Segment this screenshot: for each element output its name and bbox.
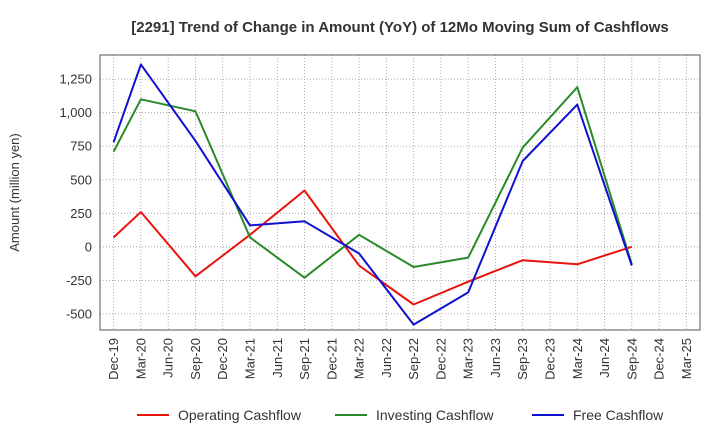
y-axis-label: Amount (million yen) [7, 133, 22, 252]
y-tick-label: 0 [85, 239, 92, 254]
x-tick-label: Jun-23 [488, 338, 503, 378]
x-tick-label: Dec-24 [652, 338, 667, 380]
series-line-operating-cashflow [112, 189, 633, 306]
x-tick-label: Mar-22 [352, 338, 367, 379]
x-tick-label: Jun-22 [379, 338, 394, 378]
grid [100, 55, 700, 330]
chart-title: [2291] Trend of Change in Amount (YoY) o… [131, 19, 669, 36]
x-axis-ticks: Dec-19 Mar-20 Jun-20 Sep-20 Dec-20 Mar-21 Jun-… [106, 338, 694, 380]
series-line-free-cashflow [112, 63, 633, 326]
y-tick-label: -500 [66, 306, 92, 321]
plot-frame [99, 54, 701, 331]
x-tick-label: Dec-20 [215, 338, 230, 380]
x-tick-label: Mar-25 [679, 338, 694, 379]
y-tick-label: 750 [70, 139, 92, 154]
series-lines [112, 63, 633, 326]
x-tick-label: Sep-24 [624, 338, 639, 380]
x-tick-label: Dec-22 [433, 338, 448, 380]
x-tick-label: Mar-21 [243, 338, 258, 379]
y-tick-label: 500 [70, 172, 92, 187]
series-line-investing-cashflow [112, 86, 633, 279]
x-tick-label: Sep-21 [297, 338, 312, 380]
x-tick-label: Jun-24 [597, 338, 612, 378]
x-tick-label: Jun-20 [161, 338, 176, 378]
y-tick-label: 1,000 [59, 105, 92, 120]
x-tick-label: Jun-21 [270, 338, 285, 378]
x-tick-label: Sep-23 [515, 338, 530, 380]
x-tick-label: Mar-20 [133, 338, 148, 379]
x-tick-label: Mar-24 [570, 338, 585, 379]
y-tick-label: -250 [66, 273, 92, 288]
x-tick-label: Dec-19 [106, 338, 121, 380]
x-tick-label: Mar-23 [461, 338, 476, 379]
legend-label: Free Cashflow [573, 407, 664, 423]
y-tick-label: 250 [70, 206, 92, 221]
legend-label: Investing Cashflow [376, 407, 494, 423]
x-tick-label: Sep-20 [188, 338, 203, 380]
legend: Operating Cashflow Investing Cashflow Free… [137, 407, 664, 423]
x-tick-label: Dec-23 [543, 338, 558, 380]
y-axis-ticks: -500 -250 0 250 500 750 1,000 1,250 [59, 72, 92, 322]
legend-label: Operating Cashflow [178, 407, 302, 423]
x-tick-label: Dec-21 [324, 338, 339, 380]
y-tick-label: 1,250 [59, 72, 92, 87]
x-tick-label: Sep-22 [406, 338, 421, 380]
